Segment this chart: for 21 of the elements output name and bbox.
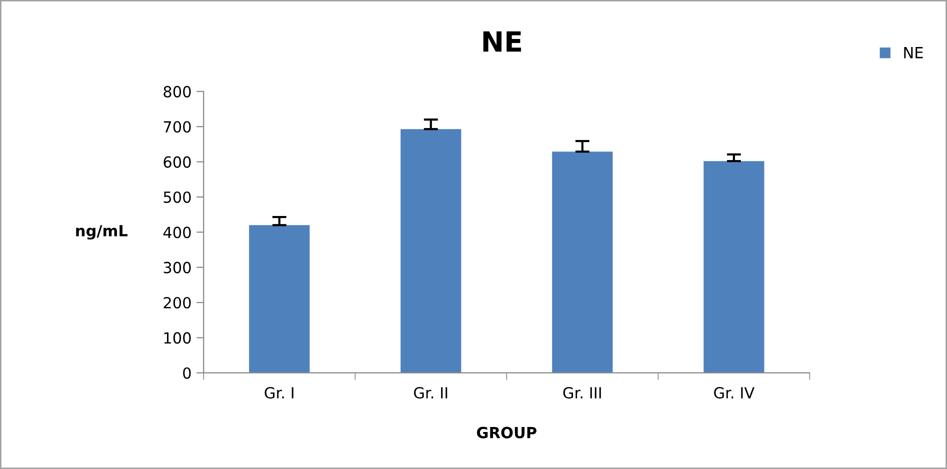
- y-axis-title: ng/mL: [76, 225, 128, 240]
- y-tick-label: 300: [164, 262, 191, 274]
- y-tick-label: 0: [183, 367, 191, 379]
- bar: [704, 161, 764, 373]
- y-tick-label: 700: [164, 121, 191, 133]
- y-tick-label: 800: [164, 86, 191, 98]
- y-tick-label: 100: [164, 332, 191, 344]
- chart-title: NE: [483, 31, 521, 52]
- y-tick-label: 400: [163, 226, 191, 238]
- x-tick-label: Gr. IV: [714, 387, 754, 399]
- x-tick-label: Gr. II: [414, 387, 448, 399]
- bar: [552, 152, 613, 373]
- x-tick-label: Gr. I: [264, 387, 294, 399]
- y-tick-label: 500: [164, 191, 191, 203]
- bar: [400, 129, 462, 373]
- y-tick-label: 600: [164, 156, 191, 168]
- bar: [249, 225, 310, 373]
- x-tick-label: Gr. III: [563, 387, 601, 399]
- y-tick-label: 200: [164, 296, 191, 309]
- x-axis-title: GROUP: [476, 426, 536, 438]
- legend-label: NE: [904, 47, 923, 58]
